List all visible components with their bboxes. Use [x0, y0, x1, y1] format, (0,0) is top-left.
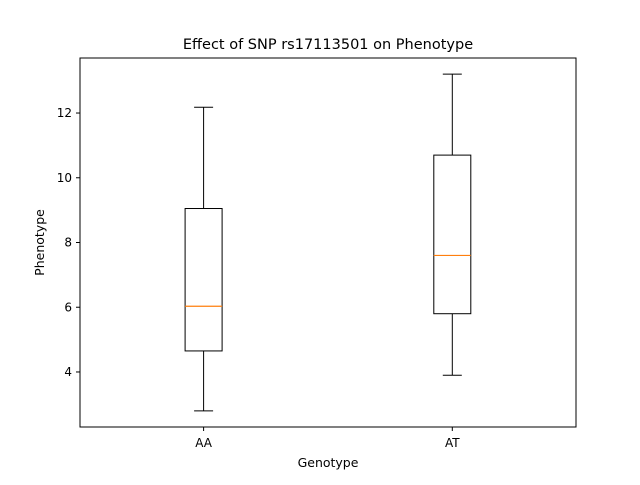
box-aa — [184, 106, 223, 412]
x-axis-label: Genotype — [298, 455, 359, 470]
iqr-box — [433, 154, 472, 315]
y-axis: 4 6 8 10 12 — [57, 106, 80, 379]
y-tick-label: 10 — [57, 171, 72, 185]
boxes — [184, 73, 472, 412]
y-tick-label: 8 — [64, 236, 72, 250]
box-at — [433, 73, 472, 376]
x-tick-label: AT — [445, 436, 460, 450]
x-tick-label: AA — [195, 436, 213, 450]
chart-title: Effect of SNP rs17113501 on Phenotype — [183, 37, 473, 53]
y-axis-label: Phenotype — [32, 209, 47, 276]
y-tick-label: 6 — [64, 300, 72, 314]
y-tick-label: 12 — [57, 106, 72, 120]
y-tick-label: 4 — [64, 365, 72, 379]
x-axis: AA AT — [195, 427, 460, 450]
iqr-box — [184, 208, 223, 352]
